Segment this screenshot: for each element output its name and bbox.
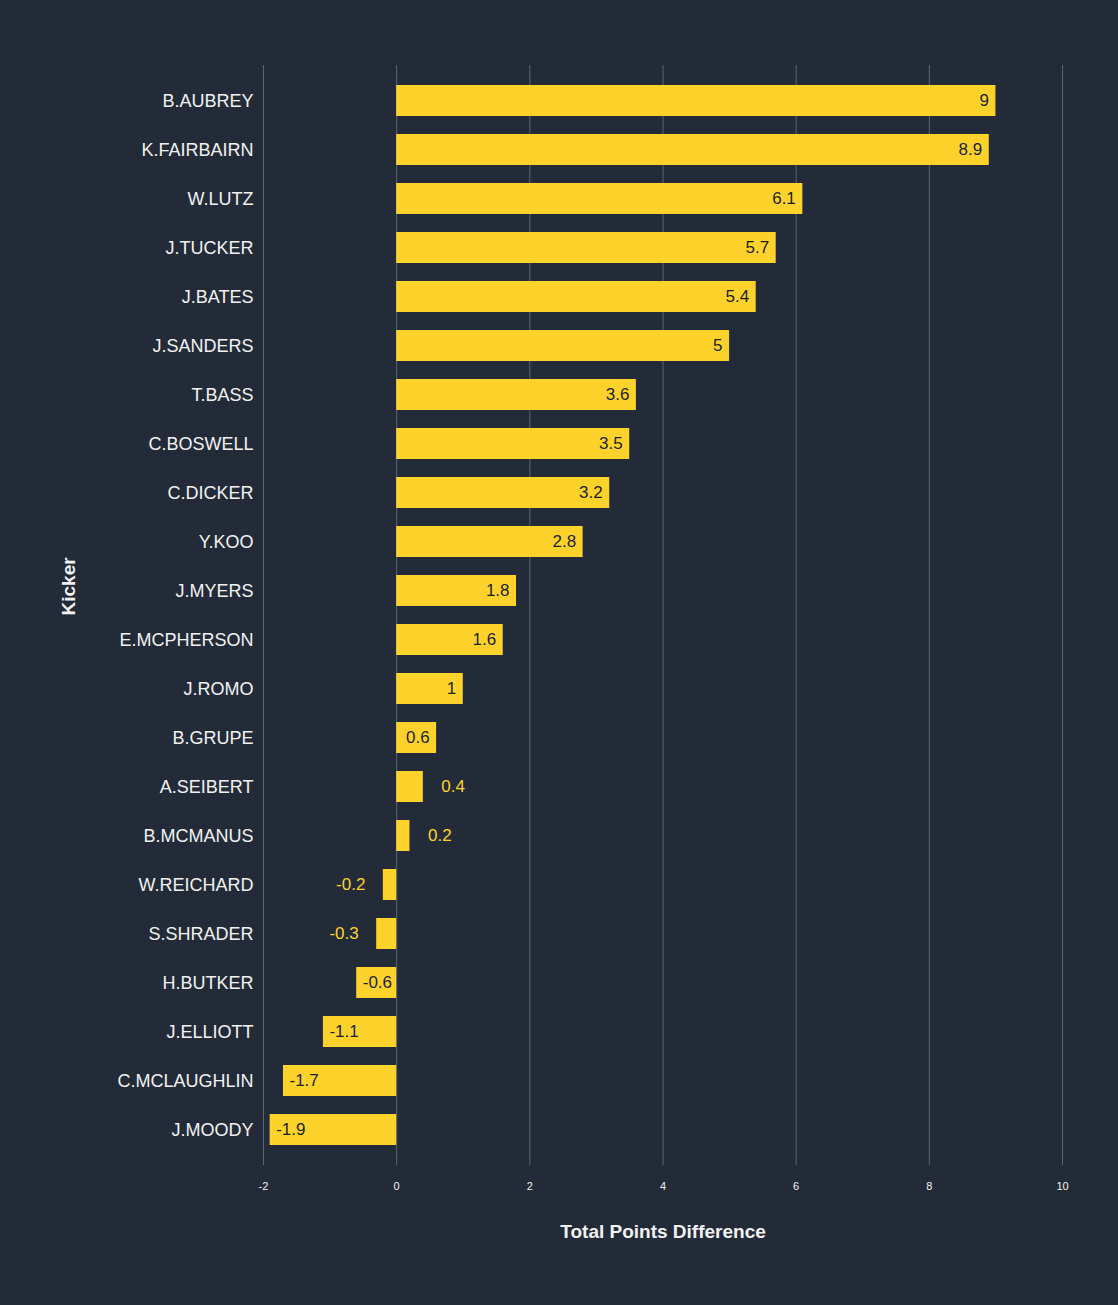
svg-text:W.LUTZ: W.LUTZ xyxy=(188,189,254,209)
svg-text:J.TUCKER: J.TUCKER xyxy=(165,238,253,258)
svg-text:0.6: 0.6 xyxy=(406,728,430,747)
svg-text:1.6: 1.6 xyxy=(473,630,497,649)
svg-text:Y.KOO: Y.KOO xyxy=(199,532,254,552)
svg-text:0.2: 0.2 xyxy=(428,826,452,845)
svg-text:-0.6: -0.6 xyxy=(363,973,392,992)
svg-text:-2: -2 xyxy=(259,1180,269,1192)
svg-text:5.4: 5.4 xyxy=(726,287,750,306)
svg-text:3.5: 3.5 xyxy=(599,434,623,453)
svg-text:6: 6 xyxy=(793,1180,799,1192)
svg-text:E.MCPHERSON: E.MCPHERSON xyxy=(119,630,253,650)
svg-text:J.ROMO: J.ROMO xyxy=(184,679,254,699)
svg-text:T.BASS: T.BASS xyxy=(191,385,253,405)
svg-text:J.ELLIOTT: J.ELLIOTT xyxy=(166,1022,253,1042)
svg-text:C.DICKER: C.DICKER xyxy=(167,483,253,503)
svg-text:1.8: 1.8 xyxy=(486,581,510,600)
svg-text:2: 2 xyxy=(527,1180,533,1192)
svg-text:J.MYERS: J.MYERS xyxy=(175,581,253,601)
svg-text:-1.1: -1.1 xyxy=(329,1022,358,1041)
svg-text:J.MOODY: J.MOODY xyxy=(171,1120,253,1140)
svg-text:C.BOSWELL: C.BOSWELL xyxy=(148,434,253,454)
svg-text:A.SEIBERT: A.SEIBERT xyxy=(160,777,254,797)
svg-text:B.MCMANUS: B.MCMANUS xyxy=(143,826,253,846)
svg-text:1: 1 xyxy=(447,679,456,698)
svg-text:-0.3: -0.3 xyxy=(329,924,358,943)
svg-text:9: 9 xyxy=(979,91,988,110)
svg-text:0: 0 xyxy=(394,1180,400,1192)
svg-text:10: 10 xyxy=(1056,1180,1068,1192)
svg-text:S.SHRADER: S.SHRADER xyxy=(148,924,253,944)
svg-text:K.FAIRBAIRN: K.FAIRBAIRN xyxy=(141,140,253,160)
svg-text:-1.9: -1.9 xyxy=(276,1120,305,1139)
svg-text:Total Points Difference: Total Points Difference xyxy=(560,1221,766,1242)
svg-text:8: 8 xyxy=(926,1180,932,1192)
svg-text:5.7: 5.7 xyxy=(746,238,770,257)
svg-text:5: 5 xyxy=(713,336,722,355)
svg-text:2.8: 2.8 xyxy=(552,532,576,551)
svg-text:B.AUBREY: B.AUBREY xyxy=(162,91,253,111)
svg-text:3.2: 3.2 xyxy=(579,483,603,502)
svg-text:B.GRUPE: B.GRUPE xyxy=(172,728,253,748)
svg-text:C.MCLAUGHLIN: C.MCLAUGHLIN xyxy=(117,1071,253,1091)
svg-text:J.BATES: J.BATES xyxy=(182,287,254,307)
svg-text:W.REICHARD: W.REICHARD xyxy=(138,875,253,895)
svg-text:J.SANDERS: J.SANDERS xyxy=(152,336,253,356)
svg-text:3.6: 3.6 xyxy=(606,385,630,404)
svg-text:0.4: 0.4 xyxy=(441,777,465,796)
svg-text:8.9: 8.9 xyxy=(959,140,983,159)
svg-text:Kicker: Kicker xyxy=(58,557,79,616)
svg-text:6.1: 6.1 xyxy=(772,189,796,208)
svg-text:-1.7: -1.7 xyxy=(289,1071,318,1090)
svg-text:4: 4 xyxy=(660,1180,666,1192)
svg-text:-0.2: -0.2 xyxy=(336,875,365,894)
svg-text:H.BUTKER: H.BUTKER xyxy=(162,973,253,993)
